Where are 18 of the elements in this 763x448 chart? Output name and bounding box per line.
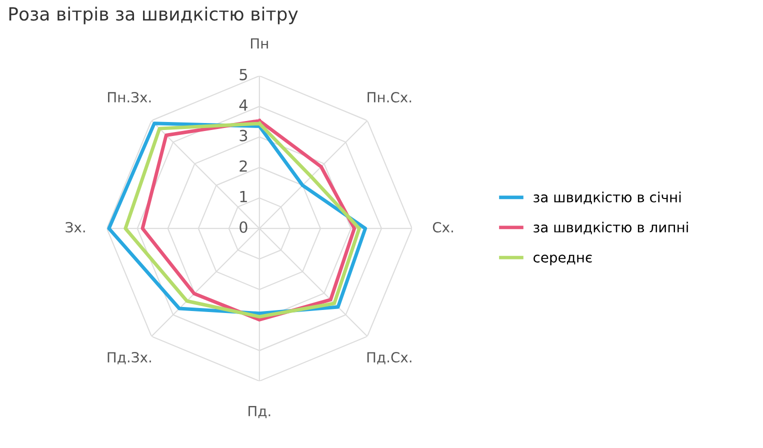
spoke-label: Пн [251, 38, 268, 48]
spoke-label: Сх. [432, 222, 453, 233]
y-tick-label: 5 [240, 68, 247, 80]
spoke-label: Зх. [66, 222, 85, 233]
y-tick-label: 2 [240, 160, 247, 172]
spoke-label: Пд. [248, 406, 270, 418]
spoke-label: Пн.Сх. [368, 92, 412, 103]
spoke-label: Пн.Зх. [108, 92, 151, 103]
y-tick-label: 1 [240, 191, 247, 202]
chart-title: Роза вітрів за швидкістю вітру [9, 6, 298, 24]
spoke-label: Пд.Сх. [367, 352, 412, 364]
legend-label: середнє [534, 254, 592, 266]
y-tick-label: 4 [239, 99, 248, 111]
y-tick-label: 0 [240, 221, 248, 233]
legend-label: за швидкістю в січні [534, 192, 681, 204]
legend-label: за швидкістю в липні [534, 222, 688, 234]
y-tick-label: 3 [240, 130, 248, 142]
spoke-label: Пд.Зх. [108, 352, 151, 364]
